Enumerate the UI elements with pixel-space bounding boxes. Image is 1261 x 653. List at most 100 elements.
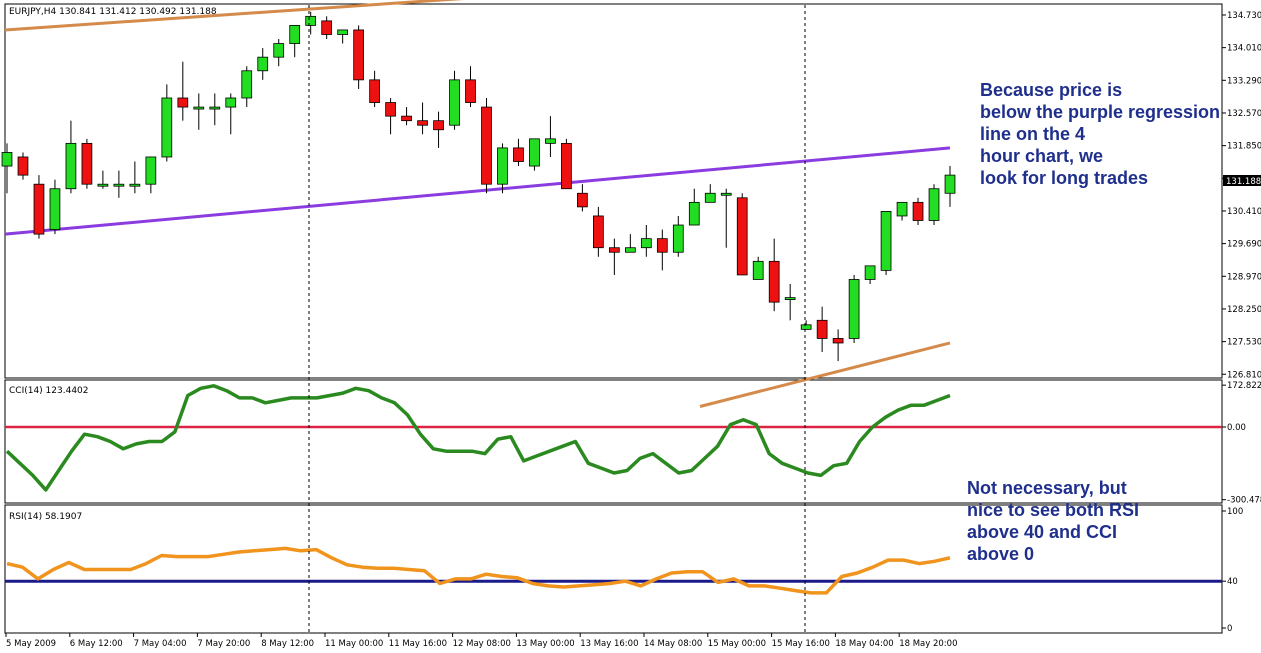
candle-8 xyxy=(129,161,141,194)
rsi-title: RSI(14) 58.1907 xyxy=(9,512,82,522)
candle-body-45 xyxy=(720,192,732,196)
candle-body-23 xyxy=(369,79,380,103)
indicator-annotation-line-0: Not necessary, but xyxy=(967,478,1127,498)
indicator-annotation-line-3: above 0 xyxy=(967,544,1034,564)
candle-46 xyxy=(736,193,748,276)
candle-13 xyxy=(209,93,221,126)
candle-36 xyxy=(577,184,588,212)
candle-body-40 xyxy=(640,238,652,249)
price-tick-label-9: 128.250 xyxy=(1227,305,1261,315)
candle-body-14 xyxy=(225,97,237,108)
time-tick-label-5: 11 May 00:00 xyxy=(325,639,383,649)
price-tick-label-3: 132.570 xyxy=(1227,109,1261,119)
candle-29 xyxy=(465,66,476,108)
price-annotation-line-2: line on the 4 xyxy=(980,124,1085,144)
candle-32 xyxy=(513,138,524,167)
price-panel[interactable] xyxy=(4,3,1223,379)
candle-58 xyxy=(928,184,940,226)
candle-28 xyxy=(449,70,460,130)
time-tick-label-2: 7 May 04:00 xyxy=(134,639,187,649)
candle-2 xyxy=(33,175,45,239)
candle-body-11 xyxy=(177,97,189,108)
candle-body-32 xyxy=(513,147,524,162)
regression-mid-line xyxy=(4,146,951,236)
candle-38 xyxy=(609,238,620,275)
cci-tick-label-0: 172.8227 xyxy=(1227,381,1261,391)
price-tick-label-10: 127.530 xyxy=(1227,338,1261,348)
candle-44 xyxy=(704,184,716,203)
time-tick-label-8: 13 May 00:00 xyxy=(516,639,574,649)
price-title: EURJPY,H4 130.841 131.412 130.492 131.18… xyxy=(9,7,217,17)
indicator-annotation-line-1: nice to see both RSI xyxy=(967,500,1139,520)
candle-54 xyxy=(864,265,876,284)
candle-body-21 xyxy=(337,29,348,35)
candle-body-12 xyxy=(193,106,205,110)
candle-45 xyxy=(720,188,732,248)
time-tick-label-4: 8 May 12:00 xyxy=(261,639,314,649)
candle-body-5 xyxy=(81,142,93,185)
candle-body-10 xyxy=(161,97,173,158)
candle-body-4 xyxy=(65,142,77,190)
candle-body-54 xyxy=(864,265,876,280)
candle-body-55 xyxy=(880,211,892,271)
candle-body-1 xyxy=(17,156,29,176)
candle-body-38 xyxy=(609,247,620,253)
candle-27 xyxy=(433,111,444,148)
regression-upper-line xyxy=(4,0,464,32)
candle-body-39 xyxy=(624,247,636,253)
candle-body-47 xyxy=(752,260,764,280)
time-tick-label-1: 6 May 12:00 xyxy=(70,639,123,649)
candle-19 xyxy=(305,11,317,35)
candle-1 xyxy=(17,152,29,180)
candle-body-53 xyxy=(848,279,860,339)
candle-body-29 xyxy=(465,79,476,103)
candle-body-43 xyxy=(688,201,700,226)
rsi-panel[interactable] xyxy=(4,504,1223,634)
axes: 134.730 134.010 133.290 132.570 131.850 131.1… xyxy=(5,5,1261,649)
regression-lower-line xyxy=(699,341,951,408)
price-tag-bg xyxy=(1223,175,1261,186)
candle-50 xyxy=(800,320,812,330)
candle-body-9 xyxy=(145,156,157,185)
candle-4 xyxy=(65,120,77,194)
candle-body-22 xyxy=(353,29,364,81)
cci-panel[interactable] xyxy=(4,379,1223,504)
candle-9 xyxy=(145,156,157,194)
candle-body-46 xyxy=(736,197,748,276)
candle-body-27 xyxy=(433,120,444,131)
candle-body-51 xyxy=(816,319,828,339)
candle-body-41 xyxy=(656,238,668,253)
candle-47 xyxy=(752,256,764,280)
candle-body-6 xyxy=(97,183,109,187)
candle-53 xyxy=(848,274,860,343)
candle-21 xyxy=(337,29,348,44)
candle-24 xyxy=(385,98,396,135)
cci-title: CCI(14) 123.4402 xyxy=(9,386,89,396)
candle-7 xyxy=(113,170,125,198)
price-tick-label-8: 128.970 xyxy=(1227,272,1261,282)
candle-57 xyxy=(912,197,924,226)
rsi-tick-label-2: 0 xyxy=(1227,624,1232,634)
candle-body-15 xyxy=(241,70,253,99)
candle-14 xyxy=(225,93,237,135)
price-tick-label-1: 134.010 xyxy=(1227,44,1261,54)
candle-body-35 xyxy=(561,142,572,190)
price-tick-label-0: 134.730 xyxy=(1227,11,1261,21)
indicator-annotation-line-2: above 40 and CCI xyxy=(967,522,1117,542)
price-tick-label-7: 129.690 xyxy=(1227,240,1261,250)
candle-41 xyxy=(656,229,668,271)
candle-16 xyxy=(257,48,269,80)
cci-tick-label-2: -300.478 xyxy=(1227,496,1261,506)
candle-56 xyxy=(896,201,908,221)
price-annotation-line-0: Because price is xyxy=(980,80,1122,100)
price-series xyxy=(1,0,956,408)
candle-body-25 xyxy=(401,115,412,122)
candle-body-20 xyxy=(321,20,333,35)
price-tick-label-6: 130.410 xyxy=(1227,207,1261,217)
time-tick-label-11: 15 May 00:00 xyxy=(708,639,766,649)
candle-0 xyxy=(1,143,13,194)
price-annotation-line-3: hour chart, we xyxy=(980,146,1103,166)
candle-59 xyxy=(944,166,956,207)
cci-tick-label-1: 0.00 xyxy=(1227,423,1246,433)
candle-body-49 xyxy=(784,297,796,301)
